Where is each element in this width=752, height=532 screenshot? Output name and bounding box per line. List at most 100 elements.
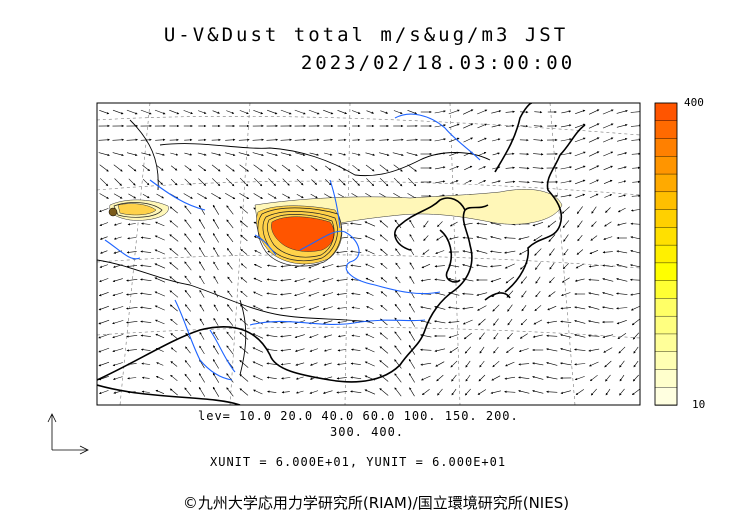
colorbar-swatch xyxy=(654,298,678,317)
wind-arrow-icon xyxy=(126,335,138,338)
wind-arrow-icon xyxy=(253,389,263,395)
wind-arrow-icon xyxy=(379,346,389,354)
vector-unit-text: XUNIT = 6.000E+01, YUNIT = 6.000E+01 xyxy=(210,455,507,469)
wind-arrow-icon xyxy=(199,289,205,298)
wind-arrow-icon xyxy=(533,139,544,142)
wind-arrow-icon xyxy=(493,332,499,340)
wind-arrow-icon xyxy=(393,110,403,115)
wind-arrow-icon xyxy=(546,348,558,352)
wind-arrow-icon xyxy=(434,265,445,268)
wind-arrow-icon xyxy=(574,278,585,282)
wind-arrow-icon xyxy=(462,319,473,325)
wind-arrow-icon xyxy=(448,321,460,324)
wind-arrow-icon xyxy=(380,110,389,114)
wind-arrow-icon xyxy=(239,206,249,214)
wind-arrow-icon xyxy=(154,263,166,269)
wind-arrow-icon xyxy=(504,376,516,380)
wind-arrow-icon xyxy=(489,250,502,253)
wind-arrow-icon xyxy=(280,265,291,268)
wind-arrow-icon xyxy=(393,164,403,172)
wind-arrow-icon xyxy=(617,152,628,156)
wind-arrow-icon xyxy=(630,249,640,254)
wind-arrow-icon xyxy=(154,291,166,297)
wind-arrow-icon xyxy=(98,347,110,353)
wind-arrow-icon xyxy=(364,361,375,367)
wind-arrow-icon xyxy=(323,348,332,352)
wind-arrow-icon xyxy=(225,192,236,200)
wind-arrow-icon xyxy=(394,317,402,327)
wind-arrow-icon xyxy=(518,363,530,366)
wind-arrow-icon xyxy=(365,292,374,296)
colorbar-swatch xyxy=(654,369,678,388)
wind-arrow-icon xyxy=(364,249,375,255)
wind-arrow-icon xyxy=(99,178,109,187)
wind-arrow-icon xyxy=(602,137,614,143)
wind-arrow-icon xyxy=(338,152,347,156)
wind-arrow-icon xyxy=(266,109,278,115)
wind-arrow-icon xyxy=(309,362,318,366)
map-frame xyxy=(96,102,641,406)
wind-arrow-icon xyxy=(434,124,446,128)
wind-arrow-icon xyxy=(351,292,361,295)
wind-arrow-icon xyxy=(336,377,347,380)
wind-arrow-icon xyxy=(394,373,402,383)
wind-arrow-icon xyxy=(589,165,600,171)
wind-arrow-icon xyxy=(476,222,488,225)
wind-arrow-icon xyxy=(268,178,277,187)
wind-arrow-icon xyxy=(448,137,460,143)
wind-arrow-icon xyxy=(560,166,572,170)
wind-arrow-icon xyxy=(448,306,460,309)
wind-arrow-icon xyxy=(380,277,388,283)
wind-arrow-icon xyxy=(561,206,570,214)
wind-arrow-icon xyxy=(169,234,179,242)
wind-arrow-icon xyxy=(434,138,446,142)
wind-arrow-icon xyxy=(266,306,278,309)
wind-arrow-icon xyxy=(199,345,205,355)
wind-arrow-icon xyxy=(140,348,151,351)
wind-arrow-icon xyxy=(337,307,347,310)
wind-arrow-icon xyxy=(99,278,109,283)
wind-arrow-icon xyxy=(605,374,611,382)
dust-source-spot xyxy=(108,207,118,217)
wind-arrow-icon xyxy=(198,372,205,383)
wind-arrow-icon xyxy=(154,109,166,115)
wind-arrow-icon xyxy=(252,347,264,353)
wind-arrow-icon xyxy=(112,278,123,283)
wind-arrow-icon xyxy=(140,236,151,239)
colorbar-swatch xyxy=(654,173,678,193)
wind-arrow-icon xyxy=(337,321,347,324)
wind-arrow-icon xyxy=(266,138,279,141)
wind-arrow-icon xyxy=(409,248,415,256)
wind-arrow-icon xyxy=(226,219,234,229)
wind-arrow-icon xyxy=(239,346,249,354)
wind-arrow-icon xyxy=(518,389,530,394)
wind-arrow-icon xyxy=(99,193,109,199)
wind-arrow-icon xyxy=(630,293,640,296)
wind-arrow-icon xyxy=(563,234,569,242)
wind-arrow-icon xyxy=(507,318,513,326)
wind-arrow-icon xyxy=(170,361,178,367)
wind-arrow-icon xyxy=(170,178,178,186)
wind-arrow-icon xyxy=(465,374,471,382)
wind-arrow-icon xyxy=(324,178,332,186)
colorbar-swatch xyxy=(654,156,678,175)
wind-arrow-icon xyxy=(380,248,388,256)
wind-arrow-icon xyxy=(252,319,264,325)
wind-arrow-icon xyxy=(252,138,264,141)
wind-arrow-icon xyxy=(294,109,306,115)
wind-arrow-icon xyxy=(338,178,346,186)
wind-arrow-icon xyxy=(521,305,527,312)
wind-arrow-icon xyxy=(560,194,572,198)
wind-arrow-icon xyxy=(267,164,277,172)
wind-arrow-icon xyxy=(213,290,219,298)
wind-arrow-icon xyxy=(591,221,597,228)
wind-arrow-icon xyxy=(448,109,460,115)
wind-arrow-icon xyxy=(476,264,488,268)
wind-arrow-icon xyxy=(227,304,233,312)
wind-arrow-icon xyxy=(407,177,417,187)
wind-arrow-icon xyxy=(325,165,332,171)
wind-arrow-icon xyxy=(240,263,247,269)
wind-arrow-icon xyxy=(295,390,304,394)
wind-arrow-icon xyxy=(630,305,640,311)
wind-arrow-icon xyxy=(617,207,626,213)
